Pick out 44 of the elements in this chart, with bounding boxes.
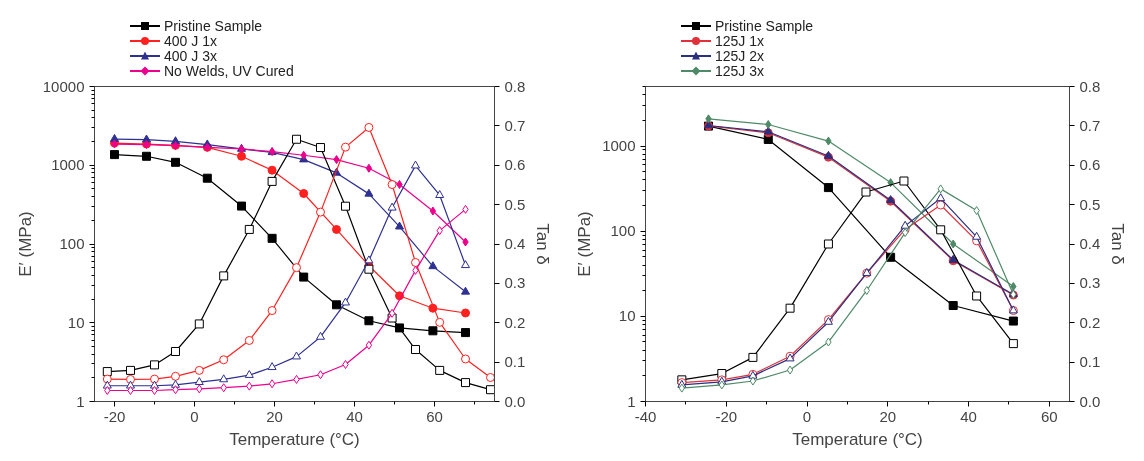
y-tick-label: 100	[610, 222, 636, 240]
x-tick-label: 20	[879, 407, 897, 425]
x-tick-label: 40	[346, 407, 363, 425]
y-tick-label: 10	[67, 313, 85, 331]
x-tick-label: 0	[802, 407, 812, 425]
y-tick-label: 10000	[42, 77, 85, 95]
y2-tick-label: 0.4	[504, 235, 526, 252]
y-tick-label: 10	[618, 307, 636, 325]
y2-tick-label: 0.2	[504, 313, 526, 331]
y2-tick-label: 0.5	[504, 195, 526, 213]
y-axis-title: E′ (MPa)	[575, 211, 595, 277]
y2-tick-label: 0.6	[1079, 156, 1101, 174]
y2-tick-label: 0.7	[504, 116, 526, 134]
y2-tick-label: 0.7	[1079, 116, 1101, 134]
y-tick-label: 1	[627, 392, 636, 410]
y-tick-label: 100	[59, 235, 85, 252]
y-tick-label: 1000	[602, 137, 636, 155]
y-tick-label: 1000	[51, 156, 85, 174]
y2-tick-label: 0.5	[1079, 195, 1101, 213]
y-tick-label: 1	[76, 392, 85, 410]
y2-axis-title: Tan δ	[1108, 223, 1128, 265]
y2-tick-label: 0.4	[1079, 235, 1101, 252]
x-tick-label: 0	[190, 407, 199, 425]
x-tick-label: 20	[266, 407, 283, 425]
x-tick-label: -20	[715, 407, 738, 425]
y2-tick-label: 0.3	[1079, 274, 1101, 292]
y2-tick-label: 0.1	[504, 353, 526, 371]
y2-tick-label: 0.8	[1079, 77, 1101, 95]
y2-axis-title: Tan δ	[533, 223, 553, 265]
x-tick-label: 60	[1040, 407, 1058, 425]
y2-tick-label: 0.6	[504, 156, 526, 174]
x-tick-label: -40	[634, 407, 657, 425]
x-axis-title: Temperature (°C)	[792, 429, 923, 449]
x-tick-label: 40	[960, 407, 977, 425]
y2-tick-label: 0.0	[1079, 392, 1101, 410]
x-tick-label: -20	[103, 407, 126, 425]
y2-tick-label: 0.1	[1079, 353, 1101, 371]
y-axis-title: E′ (MPa)	[15, 211, 35, 277]
y2-tick-label: 0.0	[504, 392, 526, 410]
x-axis-title: Temperature (°C)	[229, 429, 360, 449]
x-tick-label: 60	[426, 407, 443, 425]
y2-tick-label: 0.8	[504, 77, 526, 95]
y2-tick-label: 0.2	[1079, 313, 1101, 331]
y2-tick-label: 0.3	[504, 274, 526, 292]
